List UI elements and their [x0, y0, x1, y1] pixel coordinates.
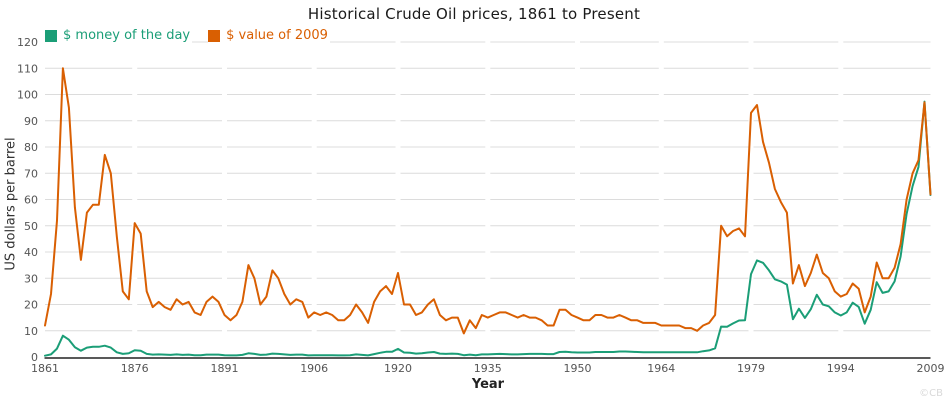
series-line-money-of-the-day: [44, 100, 932, 357]
legend-swatch-money-of-the-day-icon: [45, 29, 57, 42]
y-tick-label: 90: [24, 115, 38, 128]
y-tick-label: 70: [24, 167, 38, 180]
legend-item-value-of-2009[interactable]: $ value of 2009: [208, 27, 330, 44]
watermark: ©CB: [919, 388, 943, 399]
y-tick-label: 100: [17, 89, 38, 102]
y-tick-label: 0: [31, 351, 38, 364]
x-tick-label: 1876: [121, 362, 149, 375]
y-tick-label: 10: [24, 325, 38, 338]
y-axis-title: US dollars per barrel: [3, 137, 19, 271]
series-line-value-of-2009: [44, 67, 932, 335]
y-tick-label: 120: [17, 36, 38, 49]
x-axis-title: Year: [471, 377, 505, 392]
y-tick-label: 110: [17, 62, 38, 75]
y-tick-label: 80: [24, 141, 38, 154]
x-tick-label: 2009: [917, 362, 945, 375]
legend-label-value-of-2009: $ value of 2009: [226, 28, 328, 43]
legend-swatch-value-of-2009-icon: [208, 29, 221, 42]
legend: $ money of the day $ value of 2009: [45, 27, 330, 44]
x-tick-label: 1920: [384, 362, 412, 375]
x-tick-label: 1891: [211, 362, 239, 375]
chart-title: Historical Crude Oil prices, 1861 to Pre…: [307, 5, 641, 23]
legend-label-money-of-the-day: $ money of the day: [63, 28, 191, 43]
x-tick-label: 1935: [474, 362, 502, 375]
x-tick-label: 1906: [300, 362, 328, 375]
y-tick-label: 60: [24, 194, 38, 207]
y-tick-label: 50: [24, 220, 38, 233]
x-tick-label: 1994: [827, 362, 855, 375]
x-tick-label: 1964: [647, 362, 675, 375]
x-tick-label: 1950: [564, 362, 592, 375]
y-tick-label: 20: [24, 299, 38, 312]
y-tick-label: 40: [24, 246, 38, 259]
legend-item-money-of-the-day[interactable]: $ money of the day: [45, 27, 193, 44]
x-tick-label: 1861: [31, 362, 59, 375]
y-tick-label: 30: [24, 272, 38, 285]
x-tick-label: 1979: [737, 362, 765, 375]
